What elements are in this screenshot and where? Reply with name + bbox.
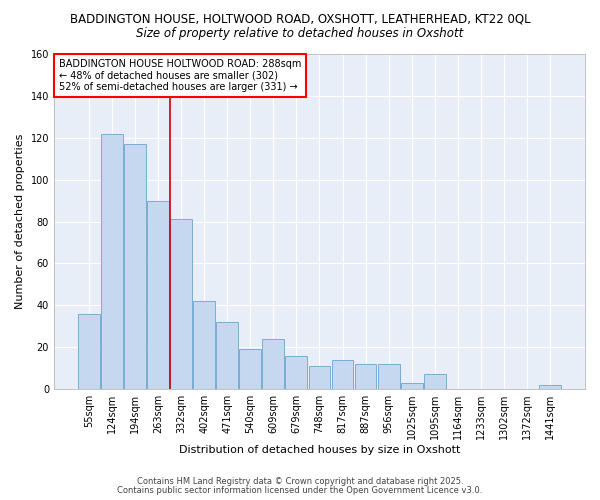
- Bar: [193, 301, 215, 389]
- Bar: [401, 383, 422, 389]
- Bar: [355, 364, 376, 389]
- Bar: [101, 134, 123, 389]
- Bar: [170, 220, 192, 389]
- Bar: [262, 339, 284, 389]
- Bar: [539, 385, 561, 389]
- Bar: [124, 144, 146, 389]
- X-axis label: Distribution of detached houses by size in Oxshott: Distribution of detached houses by size …: [179, 445, 460, 455]
- Text: BADDINGTON HOUSE, HOLTWOOD ROAD, OXSHOTT, LEATHERHEAD, KT22 0QL: BADDINGTON HOUSE, HOLTWOOD ROAD, OXSHOTT…: [70, 12, 530, 26]
- Text: Size of property relative to detached houses in Oxshott: Size of property relative to detached ho…: [136, 28, 464, 40]
- Bar: [286, 356, 307, 389]
- Bar: [332, 360, 353, 389]
- Bar: [308, 366, 331, 389]
- Bar: [424, 374, 446, 389]
- Bar: [239, 350, 261, 389]
- Bar: [78, 314, 100, 389]
- Bar: [217, 322, 238, 389]
- Text: Contains public sector information licensed under the Open Government Licence v3: Contains public sector information licen…: [118, 486, 482, 495]
- Y-axis label: Number of detached properties: Number of detached properties: [15, 134, 25, 309]
- Text: BADDINGTON HOUSE HOLTWOOD ROAD: 288sqm
← 48% of detached houses are smaller (302: BADDINGTON HOUSE HOLTWOOD ROAD: 288sqm ←…: [59, 59, 302, 92]
- Bar: [377, 364, 400, 389]
- Bar: [147, 200, 169, 389]
- Text: Contains HM Land Registry data © Crown copyright and database right 2025.: Contains HM Land Registry data © Crown c…: [137, 477, 463, 486]
